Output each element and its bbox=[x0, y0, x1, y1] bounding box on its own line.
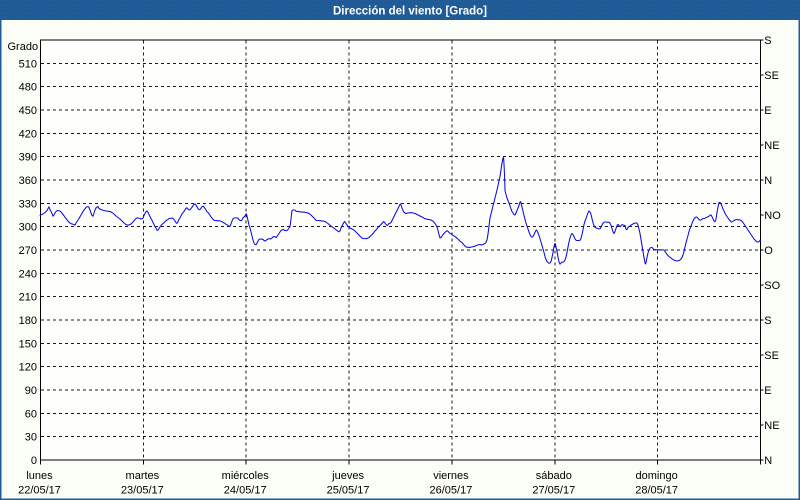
svg-text:SE: SE bbox=[764, 70, 779, 82]
svg-text:360: 360 bbox=[19, 175, 37, 187]
svg-text:N: N bbox=[764, 455, 772, 467]
svg-text:0: 0 bbox=[31, 455, 37, 467]
svg-text:NE: NE bbox=[764, 140, 779, 152]
svg-text:240: 240 bbox=[19, 268, 37, 280]
svg-text:viernes: viernes bbox=[433, 470, 469, 482]
svg-text:SO: SO bbox=[764, 280, 780, 292]
svg-text:180: 180 bbox=[19, 315, 37, 327]
svg-text:30: 30 bbox=[25, 432, 37, 444]
svg-text:510: 510 bbox=[19, 58, 37, 70]
svg-text:jueves: jueves bbox=[331, 470, 364, 482]
svg-text:28/05/17: 28/05/17 bbox=[635, 485, 678, 497]
svg-text:25/05/17: 25/05/17 bbox=[327, 485, 370, 497]
svg-text:210: 210 bbox=[19, 292, 37, 304]
svg-text:26/05/17: 26/05/17 bbox=[430, 485, 473, 497]
svg-text:24/05/17: 24/05/17 bbox=[224, 485, 267, 497]
svg-text:domingo: domingo bbox=[636, 470, 678, 482]
svg-text:120: 120 bbox=[19, 362, 37, 374]
svg-text:N: N bbox=[764, 175, 772, 187]
svg-text:SE: SE bbox=[764, 350, 779, 362]
svg-text:NO: NO bbox=[764, 210, 781, 222]
svg-text:480: 480 bbox=[19, 82, 37, 94]
svg-text:23/05/17: 23/05/17 bbox=[121, 485, 164, 497]
svg-text:450: 450 bbox=[19, 105, 37, 117]
svg-text:150: 150 bbox=[19, 338, 37, 350]
svg-text:270: 270 bbox=[19, 245, 37, 257]
svg-text:420: 420 bbox=[19, 128, 37, 140]
svg-text:miércoles: miércoles bbox=[222, 470, 270, 482]
svg-text:27/05/17: 27/05/17 bbox=[532, 485, 575, 497]
svg-text:sábado: sábado bbox=[536, 470, 572, 482]
svg-text:O: O bbox=[764, 245, 773, 257]
svg-text:60: 60 bbox=[25, 408, 37, 420]
svg-text:Dirección del viento [Grado]: Dirección del viento [Grado] bbox=[333, 6, 487, 18]
svg-text:E: E bbox=[764, 385, 771, 397]
svg-text:S: S bbox=[764, 315, 771, 327]
svg-text:22/05/17: 22/05/17 bbox=[18, 485, 61, 497]
svg-text:NE: NE bbox=[764, 420, 779, 432]
svg-text:90: 90 bbox=[25, 385, 37, 397]
svg-text:S: S bbox=[764, 35, 771, 47]
svg-text:390: 390 bbox=[19, 152, 37, 164]
svg-text:lunes: lunes bbox=[26, 470, 53, 482]
svg-text:300: 300 bbox=[19, 222, 37, 234]
svg-text:330: 330 bbox=[19, 198, 37, 210]
svg-text:E: E bbox=[764, 105, 771, 117]
svg-text:martes: martes bbox=[126, 470, 160, 482]
svg-text:Grado: Grado bbox=[8, 41, 39, 53]
